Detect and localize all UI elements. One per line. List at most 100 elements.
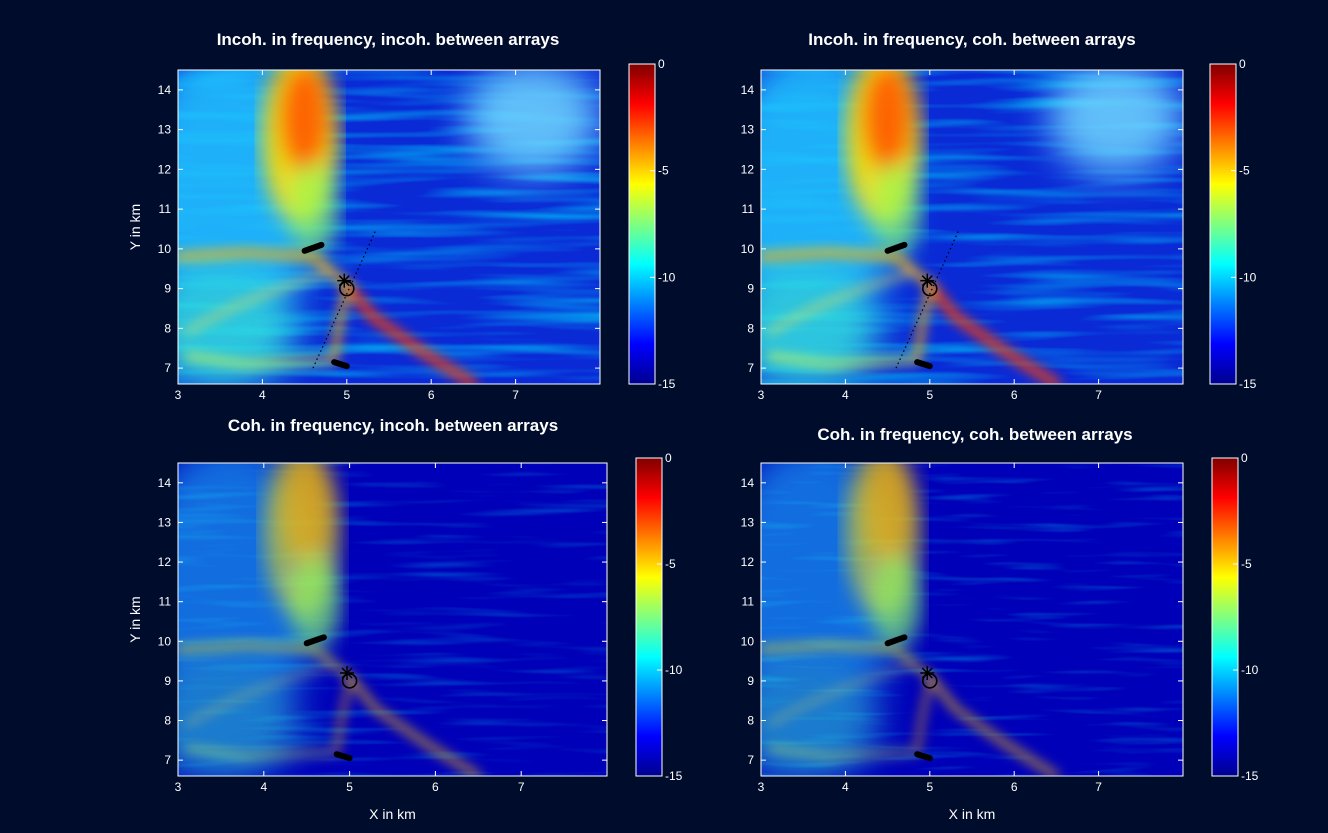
colorbar-tick-label: -5: [665, 557, 676, 571]
colorbar-tick-label: -5: [1241, 557, 1252, 571]
colorbar-tick-label: -15: [658, 377, 676, 391]
y-tick-label: 9: [747, 282, 754, 296]
heatmap-haze: [761, 70, 1183, 384]
colorbar-scale: [1209, 63, 1237, 385]
y-tick-label: 7: [164, 361, 171, 375]
y-tick-label: 12: [741, 162, 755, 176]
panel-title: Coh. in frequency, incoh. between arrays: [228, 416, 558, 435]
colorbar-tick-label: -5: [658, 164, 669, 178]
y-tick-label: 7: [747, 753, 754, 767]
y-tick-label: 12: [158, 162, 172, 176]
colorbar-tick-label: 0: [658, 57, 665, 71]
colorbar: 0 -5 -10 -15: [1211, 451, 1259, 783]
y-tick-label: 10: [741, 634, 755, 648]
x-tick-label: 7: [518, 780, 525, 794]
colorbar-tick-label: -15: [1239, 377, 1257, 391]
colorbar-tick-label: -10: [665, 663, 683, 677]
x-tick-label: 6: [1011, 780, 1018, 794]
beam-lines: [761, 249, 1061, 384]
source-marker: [921, 673, 938, 689]
main-lobe: [263, 463, 342, 649]
beam-lines: [761, 643, 1059, 776]
heatmap-image: [178, 463, 607, 776]
colorbar: 0 -5 -10 -15: [628, 57, 676, 391]
beam-lines: [178, 249, 478, 384]
y-tick-label: 10: [741, 242, 755, 256]
array-1: [303, 634, 327, 647]
array-2: [333, 751, 353, 762]
y-tick-label: 14: [158, 476, 172, 490]
y-tick-label: 8: [747, 321, 754, 335]
colorbar: 0 -5 -10 -15: [635, 451, 683, 783]
colorbar: 0 -5 -10 -15: [1209, 57, 1257, 391]
array-2: [914, 359, 933, 370]
heatmap-image: [761, 463, 1183, 776]
heatmap-image: [761, 70, 1183, 384]
panel-2: 7 8 9 10 11 12 13 14 3 4 5 6 7 Incoh. in frequency, c…: [741, 30, 1257, 402]
panel-title: Incoh. in frequency, incoh. between arra…: [217, 30, 560, 49]
main-lobe: [845, 70, 922, 257]
y-tick-label: 11: [742, 202, 755, 216]
y-tick-label: 14: [741, 83, 755, 97]
guide-line: [312, 228, 377, 369]
main-lobe: [845, 463, 922, 649]
x-tick-label: 3: [758, 388, 765, 402]
x-tick-label: 5: [926, 780, 933, 794]
colorbar-tick-label: -5: [1239, 164, 1250, 178]
y-tick-label: 14: [158, 83, 172, 97]
array-1: [884, 241, 908, 254]
colorbar-tick-label: 0: [1239, 57, 1246, 71]
x-tick-label: 3: [175, 780, 182, 794]
y-tick-label: 10: [158, 634, 172, 648]
y-tick-label: 12: [741, 555, 755, 569]
array-2: [914, 751, 933, 762]
colorbar-tick-label: -10: [1241, 663, 1259, 677]
y-tick-label: 13: [158, 515, 172, 529]
y-tick-label: 11: [159, 595, 172, 609]
x-tick-label: 6: [428, 388, 435, 402]
y-tick-label: 8: [164, 714, 171, 728]
colorbar-scale: [635, 457, 663, 777]
colorbar-tick-label: 0: [1241, 451, 1248, 465]
x-tick-label: 3: [175, 388, 182, 402]
beam-lines: [178, 643, 481, 776]
y-tick-label: 9: [164, 282, 171, 296]
x-tick-label: 4: [259, 388, 266, 402]
array-1: [884, 634, 908, 647]
y-tick-label: 8: [164, 321, 171, 335]
estimate-marker: [340, 665, 355, 680]
panel-4: 7 8 9 10 11 12 13 14 3 4 5 6 7 Coh. in frequency, coh…: [741, 425, 1259, 822]
estimate-marker: [337, 273, 352, 288]
panel-title: Coh. in frequency, coh. between arrays: [817, 425, 1132, 444]
y-tick-label: 11: [159, 202, 172, 216]
y-tick-label: 10: [158, 242, 172, 256]
panel-1: 7 8 9 10 11 12 13 14 3 4 5 6 7 Incoh. in frequency, i…: [127, 30, 676, 402]
y-axis-label: Y in km: [127, 204, 143, 250]
x-axis-label: X in km: [949, 806, 996, 822]
x-tick-label: 7: [1095, 388, 1102, 402]
heatmap-image: [178, 70, 600, 384]
panel-3: 7 8 9 10 11 12 13 14 3 4 5 6 7 Coh. in frequency, inc…: [127, 416, 683, 822]
guide-line: [895, 228, 960, 369]
y-tick-label: 14: [741, 476, 755, 490]
x-tick-label: 4: [260, 780, 267, 794]
y-tick-label: 9: [164, 674, 171, 688]
main-lobe: [262, 70, 339, 257]
x-tick-label: 5: [346, 780, 353, 794]
y-tick-label: 9: [747, 674, 754, 688]
y-tick-label: 7: [747, 361, 754, 375]
source-marker: [921, 280, 938, 297]
colorbar-scale: [1211, 457, 1239, 777]
x-tick-label: 7: [1095, 780, 1102, 794]
estimate-marker: [920, 665, 935, 680]
array-1: [301, 241, 325, 254]
colorbar-tick-label: 0: [665, 451, 672, 465]
estimate-marker: [920, 273, 935, 288]
colorbar-tick-label: -10: [658, 270, 676, 284]
y-tick-label: 11: [742, 595, 755, 609]
y-tick-label: 12: [158, 555, 172, 569]
axes-frame: [760, 69, 1184, 385]
panel-title: Incoh. in frequency, coh. between arrays: [808, 30, 1136, 49]
x-tick-label: 6: [1011, 388, 1018, 402]
